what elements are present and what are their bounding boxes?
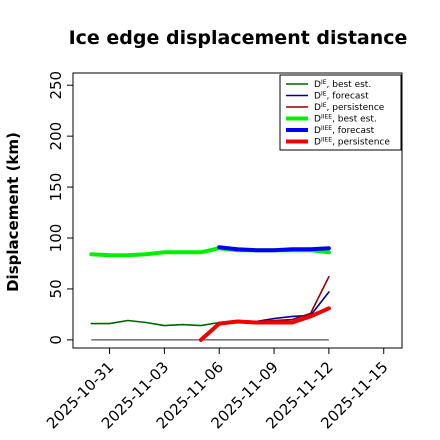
legend-entry-5: DIIEE, persistence (314, 137, 390, 148)
legend-superscript: IIEE (321, 137, 332, 144)
legend-superscript: IE (321, 91, 327, 98)
legend-superscript: IIEE (321, 114, 332, 121)
legend-prefix: D (314, 138, 321, 148)
legend-prefix: D (314, 92, 321, 102)
legend-label: best est. (332, 80, 371, 90)
legend-label: best est. (338, 115, 377, 125)
legend-label: forecast (332, 92, 369, 102)
y-tick-label: 150 (47, 173, 65, 202)
y-tick-label: 200 (47, 122, 65, 151)
legend-label: persistence (338, 138, 391, 148)
legend-prefix: D (314, 126, 321, 136)
legend-label: forecast (338, 126, 375, 136)
legend-superscript: IE (321, 79, 327, 86)
plot-frame (72, 72, 403, 349)
y-tick-label: 100 (47, 224, 65, 253)
legend-superscript: IIEE (321, 125, 332, 132)
series-line-5 (198, 306, 331, 342)
series-line-0 (90, 319, 220, 327)
y-tick-label: 50 (47, 279, 65, 298)
legend-label: persistence (332, 103, 385, 113)
legend-superscript: IE (321, 102, 327, 109)
legend-entry-2: DIE, persistence (314, 102, 385, 113)
series-group (89, 245, 331, 342)
legend-entry-0: DIE, best est. (314, 79, 371, 90)
chart-title: Ice edge displacement distance (69, 27, 408, 49)
legend-prefix: D (314, 80, 321, 90)
legend-box (279, 74, 402, 151)
legend-entry-4: DIIEE, forecast (314, 125, 375, 136)
series-line-1 (218, 291, 330, 324)
y-tick-label: 0 (47, 335, 65, 345)
y-tick-label: 250 (47, 71, 65, 100)
legend-prefix: D (314, 115, 321, 125)
legend-entry-3: DIIEE, best est. (314, 114, 377, 125)
y-axis-label: Displacement (km) (4, 132, 22, 292)
legend-entry-1: DIE, forecast (314, 91, 369, 102)
legend-prefix: D (314, 103, 321, 113)
series-line-4 (217, 245, 331, 253)
